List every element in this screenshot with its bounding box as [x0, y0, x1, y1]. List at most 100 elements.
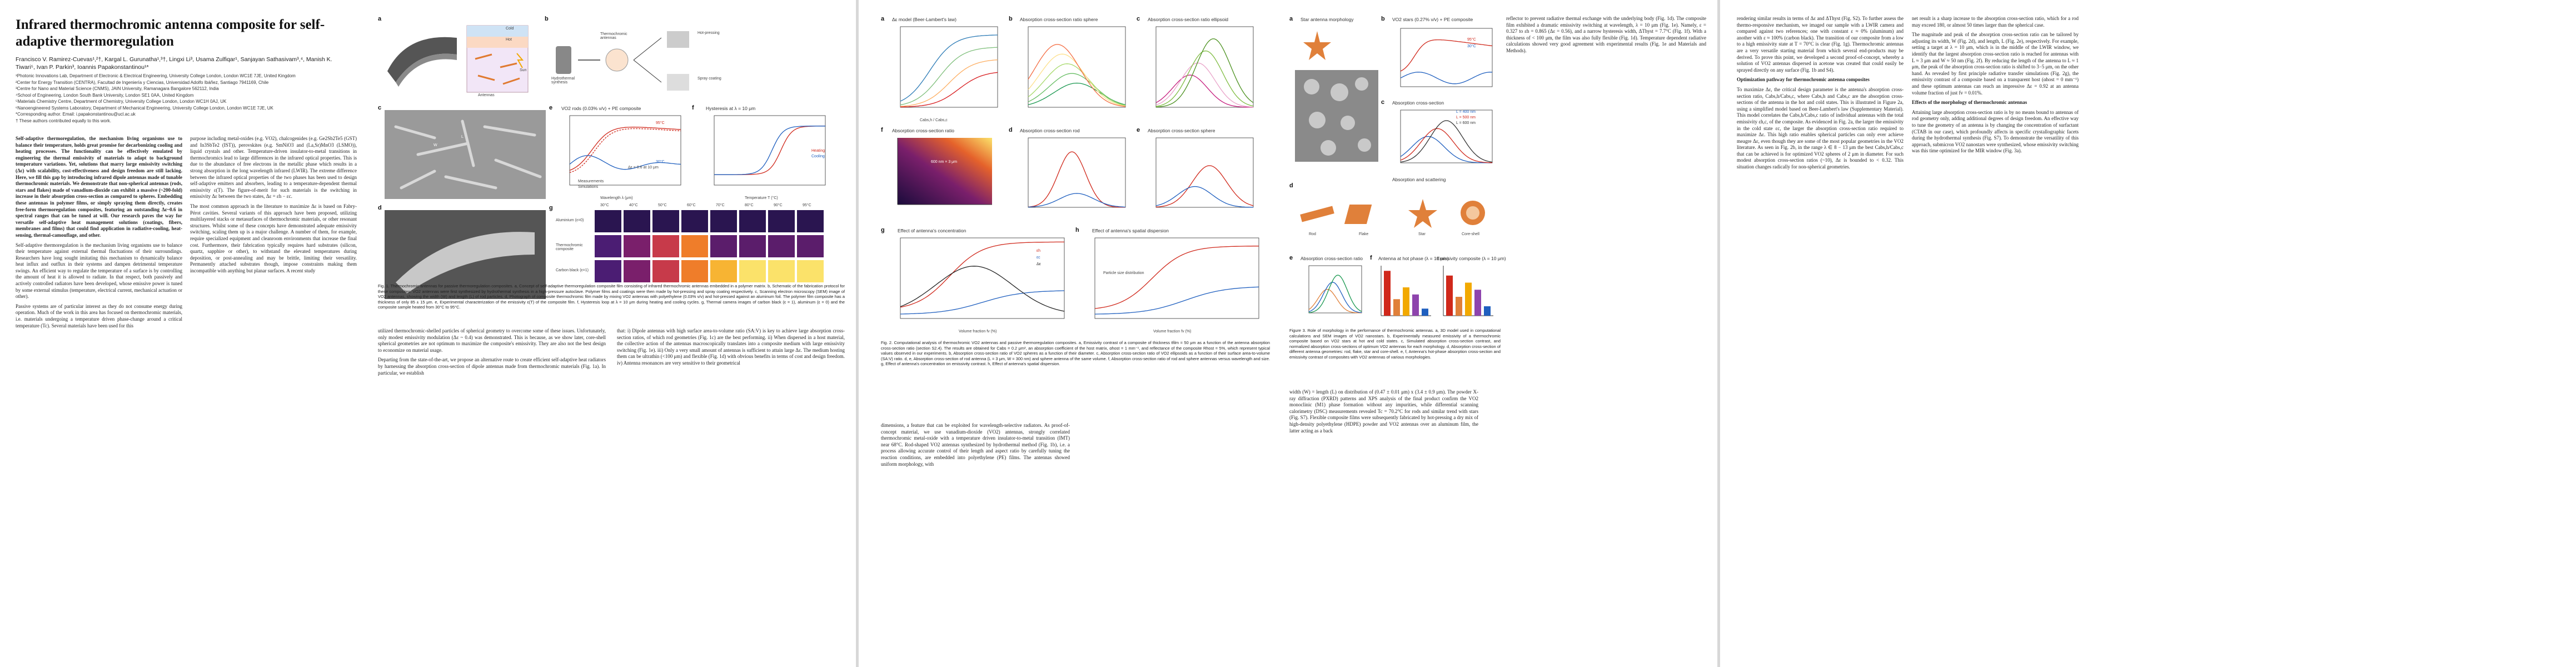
hot-band [467, 37, 528, 48]
panel-title: Absorption cross-section sphere [1148, 128, 1215, 133]
panel-label: g [881, 227, 885, 233]
legend-L600: L = 600 nm [1456, 121, 1476, 125]
rod-hot [1028, 151, 1125, 208]
bar [1465, 282, 1472, 316]
thermal-cell [739, 235, 766, 257]
page-3: rendering similar results in terms of Δε… [1720, 0, 2576, 667]
panel-label: c [1381, 99, 1385, 106]
cross-section-series [1400, 120, 1493, 163]
autoclave-icon [556, 46, 571, 74]
legend-cooling: Cooling [811, 155, 825, 158]
arrow [633, 59, 662, 83]
column-label: 50°C [658, 203, 667, 207]
rod-cold [1028, 193, 1126, 208]
panel-title: Absorption cross-section ratio [1301, 256, 1363, 261]
panel-title: Star antenna morphology [1301, 17, 1354, 22]
figure-2: a Δε model (Beer-Lambert's law) Cabs,h /… [881, 16, 1270, 377]
panel-label: b [1381, 16, 1385, 22]
arrow [633, 37, 662, 61]
affiliations: ¹Photonic Innovations Lab, Department of… [16, 73, 349, 125]
thermal-cell [595, 210, 621, 232]
panel-title: Effect of antenna's concentration [898, 228, 966, 233]
paragraph: The magnitude and peak of the absorption… [1912, 32, 2079, 96]
emissivity-spectrum-chart [569, 115, 681, 186]
panel-title: Absorption cross-section ratio [892, 128, 954, 133]
star-model [1303, 31, 1331, 60]
shape-label: Star [1418, 232, 1426, 236]
plot-frame [569, 115, 681, 186]
star-shape [1408, 199, 1437, 228]
step-label: Hydrothermal synthesis [551, 77, 575, 84]
paragraph: Passive systems are of particular intere… [16, 303, 182, 328]
paragraph: Self-adaptive thermoregulation is the me… [16, 242, 182, 300]
heatmap-fill [898, 138, 992, 205]
shape-icons [1300, 199, 1485, 228]
section-heading: Optimization pathway for thermochromic a… [1737, 77, 1870, 83]
panel-title: Emissivity composite (λ = 10 μm) [1437, 256, 1506, 261]
ellipsoid-ratio-chart [1155, 26, 1254, 108]
paragraph: rendering similar results in terms of Δε… [1737, 16, 1904, 73]
step-label: Thermochromic antennas [600, 32, 627, 40]
emissivity-bar-chart [1443, 266, 1493, 316]
star-emissivity-chart [1400, 28, 1493, 87]
star-cold [1400, 72, 1493, 84]
sphere-cold [1155, 186, 1254, 208]
page-1: Infrared thermochromic antenna composite… [0, 0, 856, 667]
panel-label: g [549, 205, 553, 211]
text-column-5: dimensions, a feature that can be exploi… [881, 422, 1070, 471]
ellipsoid-series [1155, 50, 1254, 107]
panel-title: Absorption cross-section ratio sphere [1020, 17, 1098, 22]
abstract: Self-adaptive thermoregulation, the mech… [16, 136, 182, 238]
paragraph: width (W) = length (L) on distribution o… [1289, 389, 1478, 434]
width-label: W [434, 143, 437, 147]
paragraph: purpose including metal-oxides (e.g. VO2… [190, 136, 357, 200]
thermal-cell [797, 210, 824, 232]
morphology-shapes: Rod Flake Star Core-shell [1295, 191, 1495, 246]
row-label: Aluminium (ε=0) [556, 218, 584, 222]
antenna-rods [475, 53, 520, 85]
hot-press-icon [667, 31, 689, 48]
abs-cross-section-chart [1400, 109, 1493, 163]
plot-frame [1028, 26, 1126, 108]
thermal-cell [652, 235, 679, 257]
thermal-cell [739, 210, 766, 232]
affiliation: ⁴School of Engineering, London South Ban… [16, 92, 194, 98]
thermal-cell [710, 260, 737, 282]
ratio-heatmap [897, 138, 992, 205]
temp-label-cold: 30°C [656, 160, 665, 164]
thermal-cell [652, 210, 679, 232]
sphere-cross-section-chart [1155, 137, 1254, 208]
column-label: 70°C [716, 203, 725, 207]
label-antennas: Antennas [478, 93, 495, 97]
de-series [900, 266, 1065, 312]
thermal-cell [595, 260, 621, 282]
figure-2-caption: Fig. 2. Computational analysis of thermo… [881, 340, 1270, 367]
thermal-cell [768, 210, 795, 232]
panel-label: e [549, 104, 553, 111]
label-cold: Cold [506, 27, 514, 31]
thermal-cell [710, 235, 737, 257]
delta-eps-model-chart [900, 26, 998, 108]
panel-title: Effect of antenna's spatial dispersion [1092, 228, 1169, 233]
film-shape [387, 37, 457, 82]
temp-label-hot: 95°C [656, 121, 665, 125]
label-hot: Hot [506, 38, 512, 42]
x-axis-label: Cabs,h / Cabs,c [920, 118, 948, 122]
affiliation: ²Center for Energy Transition (CENTRA), … [16, 79, 269, 85]
label-sun: Sun [520, 68, 527, 72]
affiliation: ⁶Nanoengineered Systems Laboratory, Depa… [16, 105, 273, 111]
thermal-cell [595, 235, 621, 257]
page-2: a Δε model (Beer-Lambert's law) Cabs,h /… [859, 0, 1717, 667]
paragraph: utilized thermochromic-shelled particles… [378, 328, 606, 353]
thermal-cell [739, 260, 766, 282]
row-label: Carbon black (ε=1) [556, 268, 589, 272]
dispersion-cold [1094, 286, 1259, 315]
panel-label: d [378, 205, 382, 211]
inset-label: Particle size distribution [1103, 271, 1144, 275]
thermal-cell [624, 260, 650, 282]
sphere-series [1028, 44, 1126, 107]
model-series [900, 47, 998, 106]
panel-label: a [881, 16, 885, 22]
bar [1384, 271, 1391, 316]
text-column-4: that: i) Dipole antennas with high surfa… [617, 328, 845, 370]
